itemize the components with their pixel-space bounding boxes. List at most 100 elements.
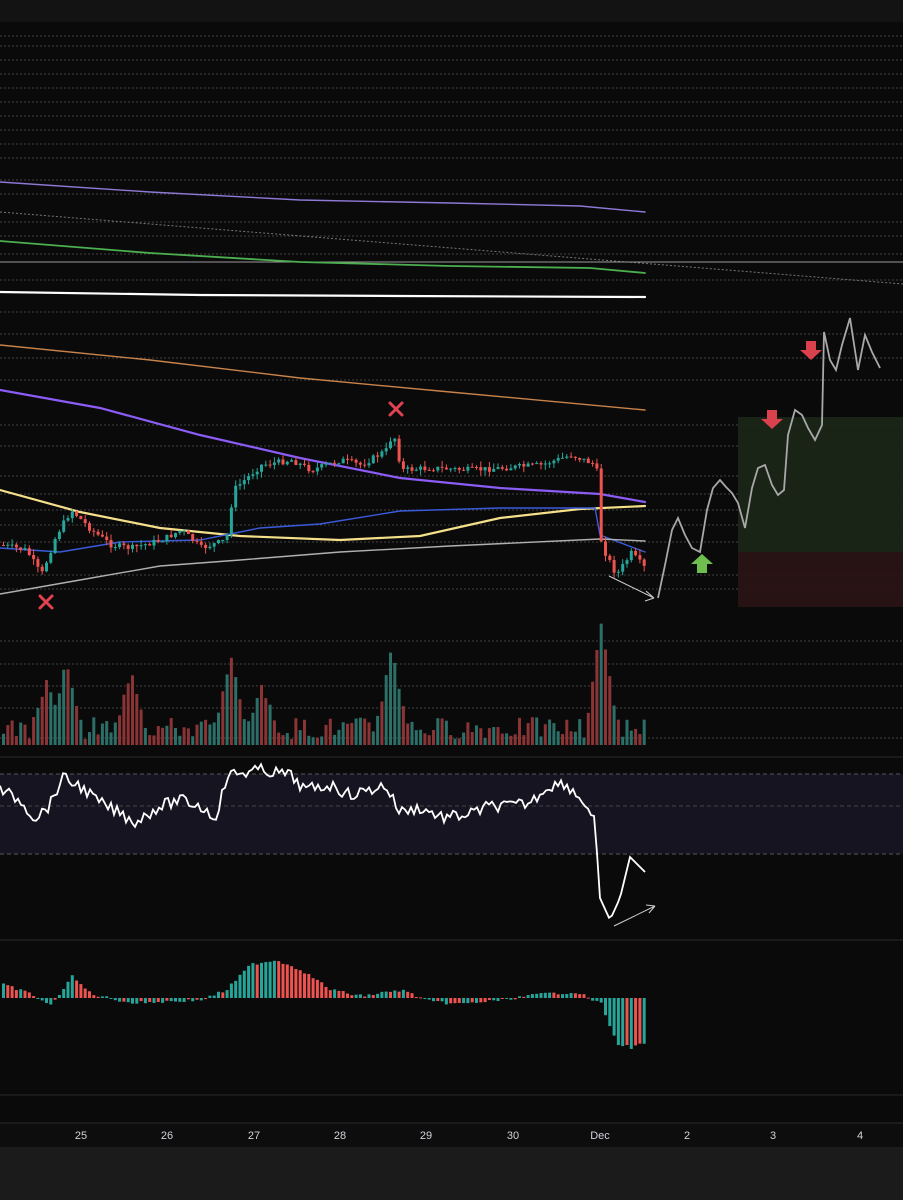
histogram-bar [466, 998, 470, 1004]
volume-bar [496, 727, 500, 745]
histogram-bar [401, 989, 405, 998]
volume-bar [96, 734, 100, 745]
histogram-bar [389, 991, 392, 998]
histogram-bar [638, 998, 642, 1044]
volume-bar [208, 724, 212, 745]
histogram-bar [14, 990, 18, 998]
moving-average-line [0, 344, 646, 411]
candle-body [518, 463, 521, 466]
candle-body [462, 469, 466, 471]
volume-bar [105, 721, 109, 745]
moving-average-line [0, 388, 647, 504]
histogram-bar [333, 989, 337, 998]
moving-average-line [0, 507, 646, 553]
histogram-bar [354, 994, 358, 998]
target-zone [738, 417, 903, 552]
histogram-bar [199, 998, 203, 1001]
candle-body [509, 468, 513, 471]
risk-zone [738, 552, 903, 607]
volume-bar [578, 719, 582, 745]
candle-body [40, 566, 44, 572]
volume-bar [70, 687, 74, 745]
volume-bar [32, 717, 36, 745]
histogram-bar [105, 996, 109, 998]
candle-body [350, 459, 354, 461]
volume-bar [561, 734, 564, 745]
histogram-bar [40, 998, 44, 1001]
histogram-bar [75, 980, 79, 998]
volume-bar [169, 718, 173, 745]
histogram-bar [328, 990, 332, 998]
histogram-bar [427, 998, 431, 1000]
histogram-bar [509, 998, 513, 1000]
x-axis-tick-label: 30 [507, 1130, 519, 1142]
volume-bar [221, 691, 225, 745]
candle-body [109, 540, 113, 548]
histogram-bar [371, 995, 375, 998]
histogram-bar [341, 991, 345, 998]
histogram-bar [122, 998, 126, 1002]
trend-line [0, 211, 903, 285]
candle-body [238, 484, 242, 486]
volume-bar [483, 737, 487, 745]
histogram-bar [363, 996, 367, 998]
volume-bar [427, 735, 431, 745]
candle-body [303, 463, 306, 465]
volume-bar [238, 699, 242, 745]
candle-body [208, 546, 212, 549]
volume-bar [608, 676, 612, 745]
volume-bar [492, 727, 496, 745]
volume-bar [470, 732, 474, 745]
histogram-bar [470, 998, 474, 1003]
volume-bar [423, 733, 427, 745]
volume-bar [100, 723, 104, 745]
volume-bar [23, 724, 27, 745]
candle-body [599, 468, 603, 542]
volume-bar [638, 734, 642, 745]
candle-body [487, 467, 491, 472]
volume-bar [376, 715, 380, 745]
candle-body [384, 448, 388, 452]
histogram-bar [367, 994, 371, 998]
histogram-bar [109, 998, 113, 999]
candle-body [466, 466, 470, 471]
candle-body [586, 458, 590, 464]
candle-body [333, 462, 337, 464]
volume-bar [139, 709, 143, 745]
histogram-bar [272, 960, 276, 998]
histogram-bar [298, 970, 302, 998]
candle-body [376, 455, 380, 457]
candle-body [573, 456, 577, 458]
histogram-bar [290, 966, 294, 998]
candle-body [139, 545, 143, 547]
candle-body [634, 550, 638, 556]
volume-bar [182, 727, 186, 745]
volume-bar [320, 736, 324, 745]
histogram-bar [535, 993, 539, 998]
candle-body [290, 460, 294, 462]
volume-bar [191, 736, 195, 745]
histogram-bar [625, 998, 629, 1046]
moving-average-line [0, 181, 646, 213]
histogram-bar [178, 998, 182, 1002]
histogram-bar [113, 998, 117, 1001]
candle-body [204, 544, 208, 549]
candle-body [66, 518, 70, 521]
volume-bar [19, 722, 23, 745]
candle-body [135, 544, 139, 547]
volume-bar [6, 725, 10, 745]
volume-bar [625, 719, 629, 745]
histogram-bar [268, 961, 272, 998]
volume-bar [604, 649, 607, 745]
histogram-bar [139, 998, 143, 1002]
volume-bar [543, 724, 547, 745]
histogram-bar [578, 994, 582, 998]
moving-average-line [0, 290, 647, 299]
histogram-bar [599, 998, 603, 1003]
moving-average-line [0, 538, 646, 595]
candle-body [182, 530, 186, 532]
candle-body [79, 516, 83, 520]
top-bar [0, 0, 903, 22]
histogram-bar [582, 994, 586, 998]
